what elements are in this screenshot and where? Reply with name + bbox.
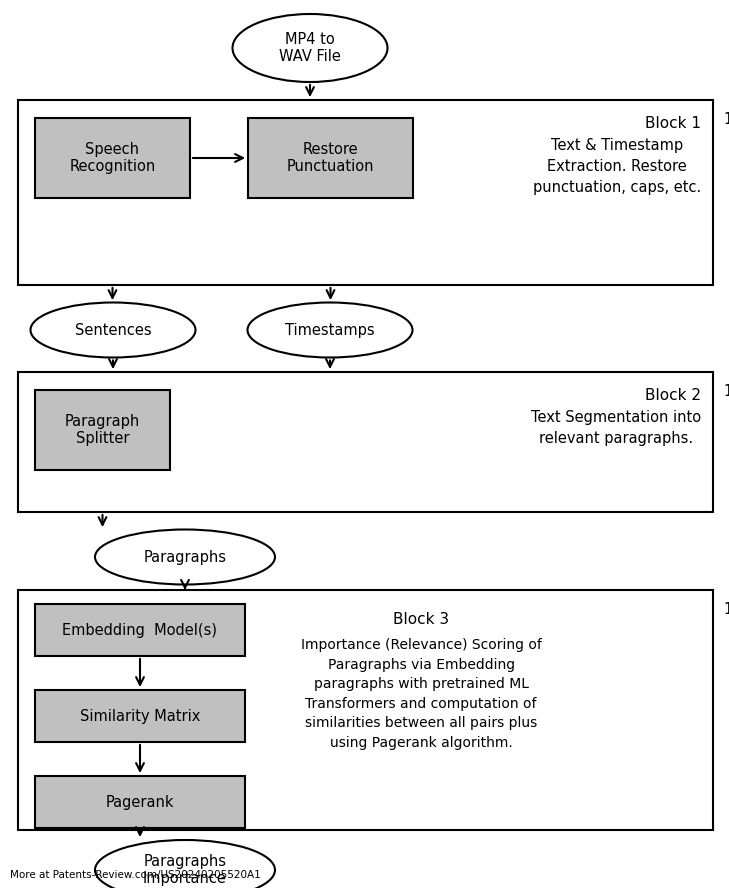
Text: Text & Timestamp
Extraction. Restore
punctuation, caps, etc.: Text & Timestamp Extraction. Restore pun…	[533, 138, 701, 195]
Text: Restore
Punctuation: Restore Punctuation	[286, 142, 374, 174]
Text: Timestamps: Timestamps	[285, 322, 375, 337]
Bar	[18, 590, 713, 830]
Text: Embedding  Model(s): Embedding Model(s)	[63, 622, 217, 638]
Ellipse shape	[233, 14, 388, 82]
Text: Importance (Relevance) Scoring of
Paragraphs via Embedding
paragraphs with pretr: Importance (Relevance) Scoring of Paragr…	[300, 638, 542, 749]
Text: MP4 to
WAV File: MP4 to WAV File	[279, 32, 341, 64]
Text: 106: 106	[723, 602, 729, 617]
Bar	[248, 118, 413, 198]
Text: Block 3: Block 3	[393, 612, 449, 627]
Text: Similarity Matrix: Similarity Matrix	[79, 709, 200, 724]
Ellipse shape	[248, 303, 413, 358]
Ellipse shape	[31, 303, 195, 358]
Text: 104: 104	[723, 384, 729, 399]
Bar	[35, 690, 245, 742]
Text: Sentences: Sentences	[74, 322, 152, 337]
Bar	[35, 118, 190, 198]
Text: Paragraphs
Importance: Paragraphs Importance	[143, 853, 227, 886]
Bar	[18, 372, 713, 512]
Ellipse shape	[95, 840, 275, 888]
Text: 102: 102	[723, 112, 729, 127]
Text: Block 2: Block 2	[645, 388, 701, 403]
Bar	[35, 776, 245, 828]
Text: More at Patents-Review.com/US20240205520A1: More at Patents-Review.com/US20240205520…	[10, 870, 261, 880]
Text: Pagerank: Pagerank	[106, 795, 174, 810]
Ellipse shape	[95, 529, 275, 584]
Text: Paragraph
Splitter: Paragraph Splitter	[65, 414, 140, 446]
Text: Paragraphs: Paragraphs	[144, 550, 227, 565]
Bar	[35, 604, 245, 656]
Bar	[35, 390, 170, 470]
Bar	[18, 100, 713, 285]
Text: Block 1: Block 1	[645, 116, 701, 131]
Text: Speech
Recognition: Speech Recognition	[69, 142, 155, 174]
Text: Text Segmentation into
relevant paragraphs.: Text Segmentation into relevant paragrap…	[531, 410, 701, 446]
